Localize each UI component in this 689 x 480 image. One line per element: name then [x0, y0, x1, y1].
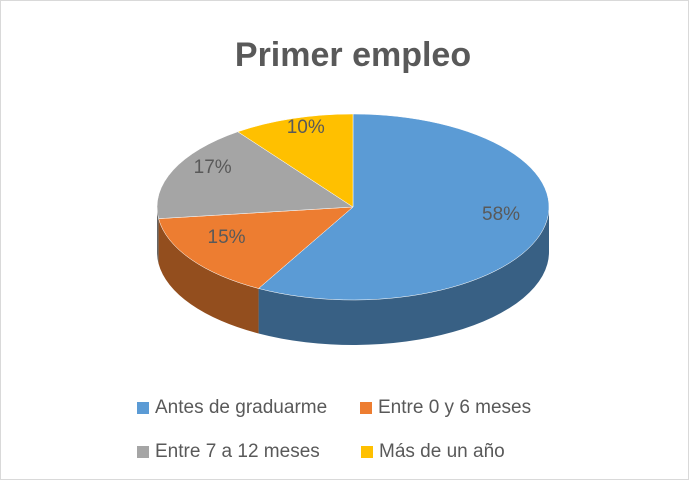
legend-swatch [137, 402, 149, 414]
slice-side [157, 207, 159, 264]
data-label: 10% [287, 117, 325, 138]
legend-label: Antes de graduarme [155, 397, 327, 418]
slice-side [158, 218, 259, 334]
legend-swatch [361, 446, 373, 458]
slice [237, 113, 354, 208]
legend-label: Entre 7 a 12 meses [155, 441, 320, 462]
chart-title: Primer empleo [235, 36, 471, 74]
legend-label: Entre 0 y 6 meses [378, 397, 531, 418]
legend-swatch [137, 446, 149, 458]
data-label: 15% [208, 227, 246, 248]
slice [156, 131, 354, 219]
slice-side [258, 207, 549, 345]
legend-label: Más de un año [379, 441, 505, 462]
slice [158, 206, 354, 289]
data-label: 58% [482, 204, 520, 225]
data-label: 17% [194, 157, 232, 178]
slice [258, 113, 550, 301]
legend-swatch [360, 402, 372, 414]
